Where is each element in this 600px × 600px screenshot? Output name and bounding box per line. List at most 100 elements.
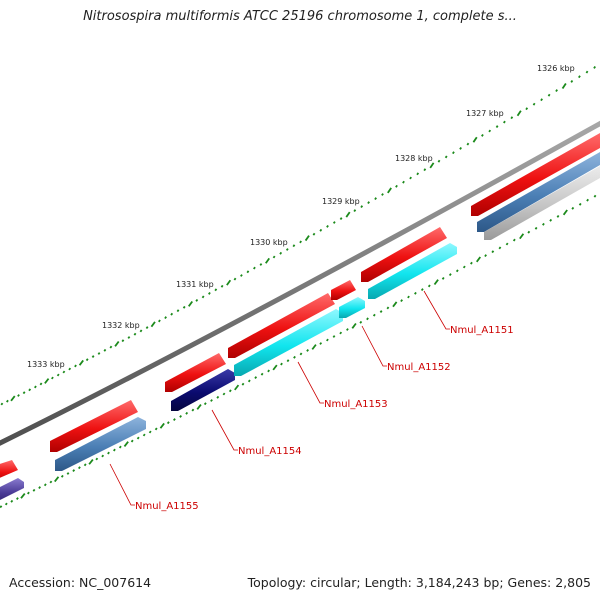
gene-label-Nmul_A1152[interactable]: Nmul_A1152 (387, 362, 451, 373)
inner-tick-minor (455, 269, 459, 273)
inner-tick-major (196, 403, 202, 410)
gene-Nmul_A1152[interactable] (339, 297, 365, 318)
scale-tick-minor (402, 180, 405, 184)
inner-tick-minor (491, 250, 495, 254)
scale-tick-minor (409, 176, 412, 180)
scale-tick-minor (367, 201, 370, 205)
inner-tick-minor (462, 265, 466, 269)
gene-label-Nmul_A1155[interactable]: Nmul_A1155 (135, 501, 199, 512)
scale-tick-major (114, 340, 120, 347)
scale-tick-minor (593, 65, 596, 69)
inner-tick-minor (407, 295, 410, 299)
forward-gene-block[interactable] (331, 280, 356, 300)
scale-tick-minor (423, 168, 427, 172)
callout-line-Nmul_A1154 (211, 409, 238, 451)
scale-tick-minor (139, 329, 143, 333)
inner-tick-minor (107, 451, 110, 455)
reverse-gene-block[interactable] (477, 152, 600, 232)
inner-tick-minor (130, 439, 134, 443)
inner-tick-minor (578, 202, 582, 206)
inner-tick-minor (43, 483, 47, 487)
inner-tick-minor (280, 362, 283, 366)
scale-tick-minor (103, 348, 107, 352)
reverse-gene-block[interactable] (484, 166, 600, 240)
inner-tick-minor (173, 418, 176, 422)
inner-tick-minor (332, 335, 336, 338)
scale-tick-major (345, 211, 351, 218)
inner-tick-minor (185, 411, 189, 415)
forward-gene-block[interactable] (361, 227, 447, 282)
scale-tick-minor (279, 251, 283, 255)
scale-tick-minor (503, 120, 506, 124)
inner-tick-major (88, 458, 94, 465)
reverse-gene-block[interactable] (0, 478, 24, 505)
forward-gene-block[interactable] (228, 293, 335, 358)
scale-tick-minor (466, 142, 470, 146)
inner-tick-minor (203, 402, 207, 406)
inner-tick-minor (118, 445, 122, 449)
inner-tick-minor (49, 480, 53, 484)
scale-tick-minor (339, 217, 343, 221)
scale-tick-minor (91, 355, 95, 359)
gene-Nmul_A1153[interactable] (234, 309, 343, 376)
chromosome-backbone (0, 120, 600, 446)
forward-gene-block[interactable] (0, 460, 18, 482)
inner-tick-minor (556, 214, 560, 218)
scale-tick-minor (176, 309, 180, 313)
scale-tick-minor (326, 224, 329, 228)
inner-tick-minor (299, 352, 303, 356)
scale-tick-minor (570, 79, 574, 83)
scale-tick-minor (51, 376, 54, 380)
scale-tick-minor (285, 248, 289, 251)
forward-gene-block[interactable] (50, 400, 138, 452)
inner-tick-minor (484, 254, 487, 258)
inner-tick-minor (16, 497, 19, 501)
inner-tick-minor (427, 284, 431, 288)
forward-gene-block[interactable] (165, 353, 226, 392)
scale-tick-major (150, 321, 156, 328)
callout-line-Nmul_A1151 (423, 290, 450, 330)
inner-tick-minor (38, 486, 41, 490)
inner-tick-minor (400, 299, 403, 303)
scale-label-1328: 1328 kbp (395, 154, 433, 163)
forward-gene-block[interactable] (471, 133, 600, 216)
inner-tick-major (234, 384, 240, 391)
inner-tick-minor (191, 408, 195, 412)
inner-tick-major (562, 209, 568, 216)
gene-callouts: Nmul_A1151 Nmul_A1152 Nmul_A1153 Nmul_A1… (109, 290, 514, 512)
scale-tick-minor (299, 240, 302, 244)
inner-tick-minor (293, 355, 296, 359)
scale-tick-minor (312, 232, 316, 236)
scale-label-1327: 1327 kbp (466, 109, 504, 118)
inner-tick-minor (359, 320, 363, 324)
scale-tick-minor (62, 370, 66, 374)
gene-label-Nmul_A1154[interactable]: Nmul_A1154 (238, 446, 302, 457)
scale-tick-minor (208, 291, 211, 295)
inner-tick-ring (0, 194, 597, 509)
gene-label-Nmul_A1153[interactable]: Nmul_A1153 (324, 399, 388, 410)
scale-label-1326: 1326 kbp (537, 64, 575, 73)
inner-tick-minor (10, 499, 14, 503)
inner-tick-minor (148, 430, 152, 434)
scale-tick-minor (34, 385, 37, 389)
inner-tick-major (392, 301, 398, 308)
scale-tick-major (78, 359, 84, 366)
inner-tick-minor (379, 310, 383, 314)
scale-tick-minor (253, 266, 256, 270)
gene-Nmul_A1154[interactable] (171, 369, 235, 411)
scale-tick-minor (158, 319, 161, 323)
gene-Nmul_A1151[interactable] (368, 243, 457, 299)
scale-tick-minor (220, 284, 224, 288)
scale-tick-minor (259, 263, 263, 266)
scale-tick-minor (97, 352, 101, 355)
scale-tick-minor (127, 336, 131, 339)
scale-tick-minor (28, 388, 32, 392)
inner-tick-minor (78, 466, 81, 470)
scale-tick-minor (272, 255, 276, 259)
gene-label-Nmul_A1151[interactable]: Nmul_A1151 (450, 325, 514, 336)
inner-tick-minor (72, 469, 76, 473)
gene-Nmul_A1155[interactable] (55, 417, 146, 471)
scale-label-1329: 1329 kbp (322, 197, 360, 206)
